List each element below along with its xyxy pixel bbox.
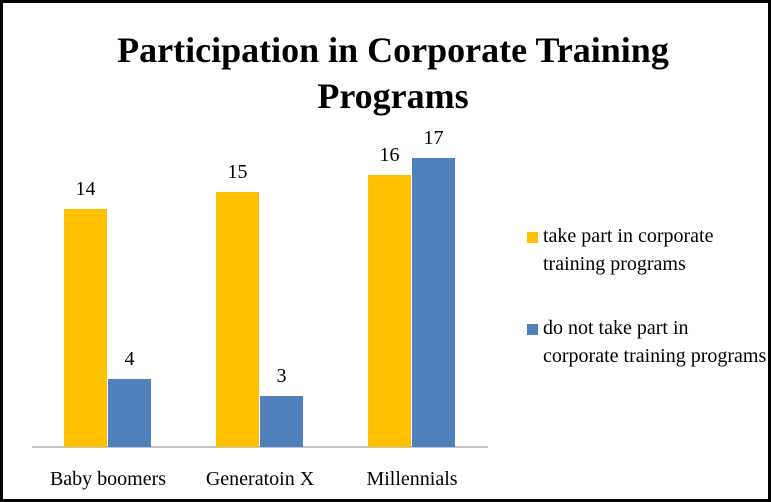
bar — [412, 158, 455, 447]
bar — [108, 379, 151, 447]
data-label: 16 — [380, 144, 400, 166]
bar — [216, 192, 259, 447]
legend-swatch — [527, 232, 538, 243]
data-label: 3 — [277, 365, 287, 387]
legend-swatch — [527, 324, 538, 335]
legend-label: take part in corporate training programs — [543, 225, 714, 275]
data-label: 14 — [76, 178, 96, 200]
bar — [64, 209, 107, 447]
data-label: 4 — [125, 348, 135, 370]
x-tick-label: Generatoin X — [206, 468, 315, 490]
data-label: 15 — [228, 161, 248, 183]
data-label: 17 — [424, 127, 444, 149]
legend-label: do not take part in corporate training p… — [543, 317, 767, 367]
bar — [260, 396, 303, 447]
bar — [368, 175, 411, 447]
x-tick-label: Millennials — [366, 468, 457, 490]
x-tick-label: Baby boomers — [50, 468, 166, 490]
chart-title: Participation in Corporate Training Progr… — [117, 30, 669, 116]
